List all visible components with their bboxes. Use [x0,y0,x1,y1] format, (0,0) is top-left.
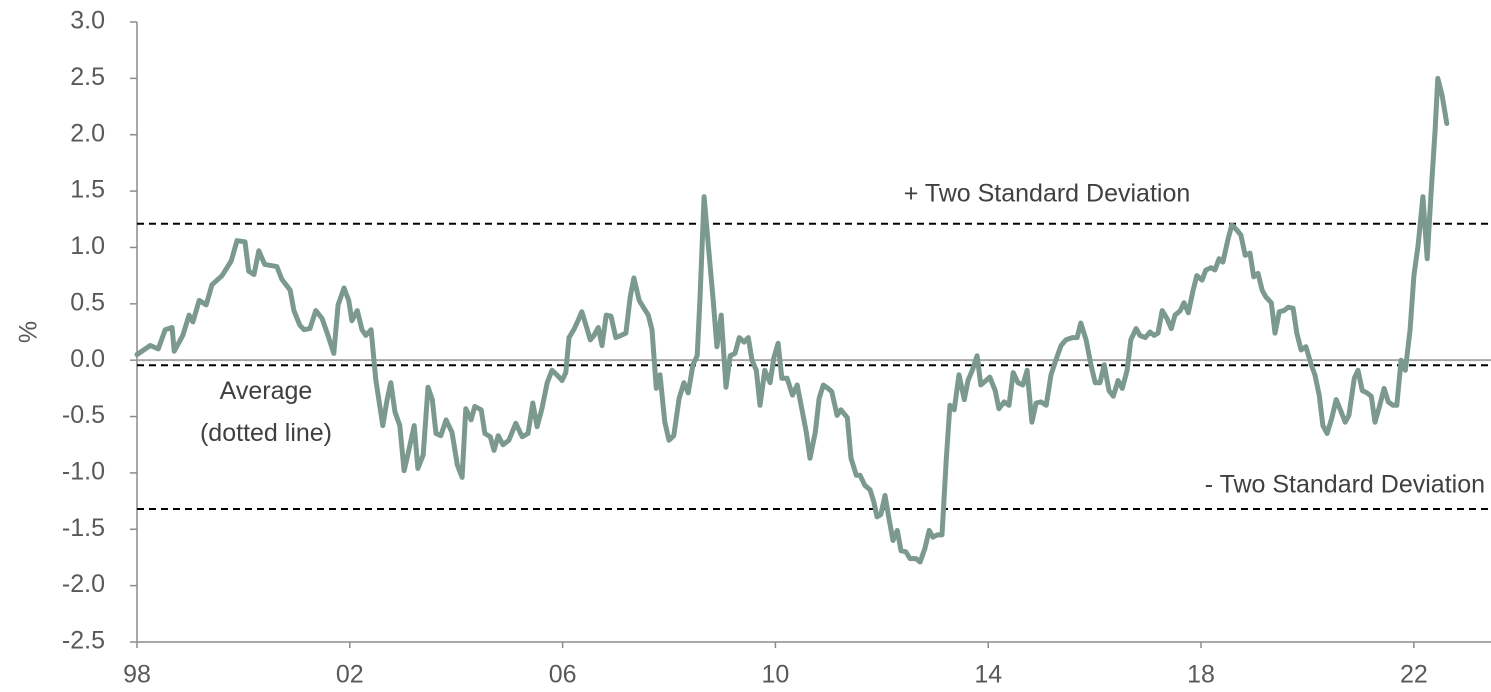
y-tick-label: 1.0 [70,232,105,260]
reference-label: - Two Standard Deviation [1205,471,1485,499]
y-tick-label: -1.5 [62,514,105,542]
y-tick-label: 0.5 [70,288,105,316]
x-tick-label: 98 [123,661,151,689]
y-tick-label: 3.0 [70,7,105,35]
reference-label: + Two Standard Deviation [904,179,1191,207]
x-tick-label: 18 [1187,661,1215,689]
x-tick-label: 14 [974,661,1002,689]
y-tick-label: -2.0 [62,570,105,598]
y-axis-label: % [15,321,43,343]
reference-label: (dotted line) [200,419,332,447]
y-tick-label: 2.5 [70,63,105,91]
y-tick-label: -2.5 [62,627,105,655]
x-tick-label: 10 [762,661,790,689]
y-tick-label: -0.5 [62,401,105,429]
y-tick-label: 2.0 [70,119,105,147]
x-tick-label: 22 [1400,661,1428,689]
reference-label: Average [220,377,313,405]
data-line [134,75,1450,565]
x-tick-label: 02 [336,661,364,689]
y-tick-label: -1.0 [62,458,105,486]
x-tick-label: 06 [549,661,577,689]
y-tick-label: 1.5 [70,176,105,204]
y-tick-label: 0.0 [70,345,105,373]
